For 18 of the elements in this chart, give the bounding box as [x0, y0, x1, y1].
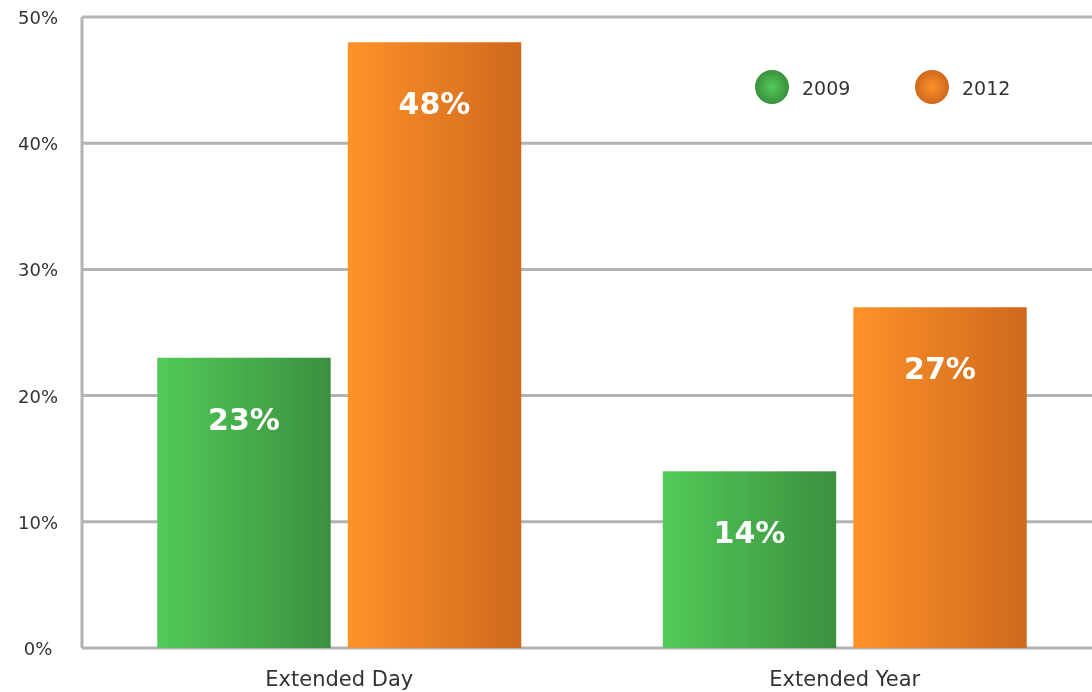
y-tick-label: 40% [17, 133, 59, 155]
bar [157, 357, 331, 648]
data-label: 23% [208, 401, 280, 437]
bar [662, 471, 837, 648]
x-tick-label: Extended Day [265, 667, 414, 691]
bar [853, 307, 1027, 648]
legend-label: 2009 [802, 77, 851, 99]
y-tick-label: 10% [17, 511, 59, 533]
data-label: 48% [398, 86, 471, 122]
y-tick-label: 50% [17, 7, 59, 28]
data-label: 27% [904, 351, 976, 387]
data-label: 14% [713, 515, 786, 551]
y-tick-label: 0% [23, 638, 53, 659]
x-tick-label: Extended Year [769, 667, 921, 691]
bar [347, 42, 522, 648]
y-tick-label: 20% [17, 385, 59, 407]
y-tick-label: 30% [17, 259, 59, 281]
legend-label: 2012 [962, 77, 1011, 99]
